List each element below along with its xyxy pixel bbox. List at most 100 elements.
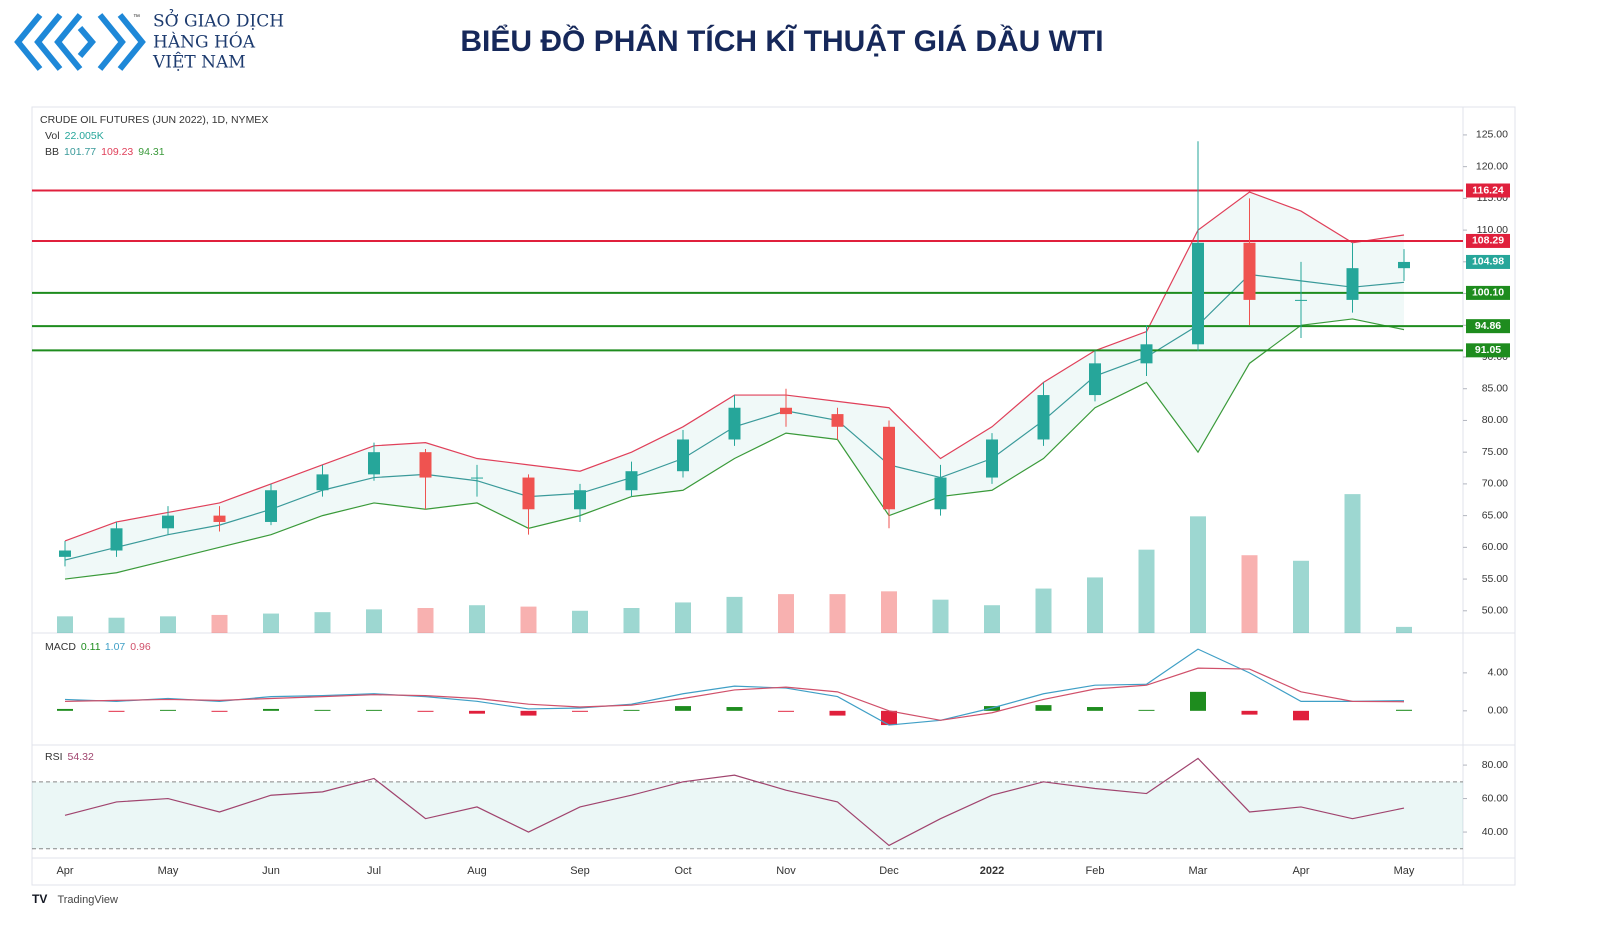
candle-body: [1037, 395, 1050, 440]
legend-item: Vol: [45, 130, 60, 142]
candle-body: [1398, 261, 1410, 269]
candle-body: [265, 490, 277, 522]
candle-body: [780, 407, 792, 415]
volume-bar: [366, 609, 382, 633]
level-tag: [1466, 233, 1510, 248]
macd-histogram: [726, 707, 743, 711]
x-tick-label: Oct: [674, 865, 691, 877]
y-tick-label: 80.00: [1482, 759, 1508, 771]
macd-histogram: [417, 710, 434, 712]
macd-line: [64, 648, 1405, 726]
x-tick-label: Jul: [367, 865, 381, 877]
volume-bar: [829, 594, 846, 633]
rsi-line: [64, 757, 1405, 847]
macd-histogram: [263, 708, 279, 711]
bollinger-fill: [65, 192, 1404, 580]
macd-histogram: [1241, 710, 1258, 715]
candle-body: [162, 515, 174, 529]
level-tag: [1466, 343, 1510, 358]
macd-histogram: [675, 706, 691, 711]
price-label: 104.98: [1472, 256, 1504, 268]
candle-body: [471, 477, 483, 479]
candle-body: [1089, 363, 1101, 396]
candle-body: [213, 515, 226, 522]
rsi-band: [32, 781, 1463, 849]
logo-icon: [14, 13, 146, 71]
macd-histogram: [572, 710, 588, 712]
candle-body: [883, 426, 895, 510]
y-tick-label: 125.00: [1476, 129, 1508, 141]
candle-body: [677, 439, 689, 472]
volume-bar: [469, 605, 485, 633]
macd-histogram: [314, 709, 331, 711]
x-tick-label: Dec: [879, 865, 899, 877]
level-label: 116.24: [1472, 184, 1504, 196]
candle-body: [934, 477, 947, 510]
x-tick-label: 2022: [980, 865, 1004, 877]
y-tick-label: 65.00: [1482, 509, 1508, 521]
macd-histogram: [1396, 709, 1412, 711]
volume-bar: [263, 613, 279, 633]
candle-body: [574, 490, 586, 510]
level-tag: [1466, 183, 1510, 198]
volume-bar: [623, 608, 640, 633]
level-tag: [1466, 319, 1510, 334]
macd-histogram: [211, 710, 228, 712]
candle-body: [59, 550, 71, 557]
logo-line: HÀNG HÓA: [153, 32, 256, 53]
y-tick-label: 120.00: [1476, 160, 1508, 172]
page-title: BIỂU ĐỒ PHÂN TÍCH KĨ THUẬT GIÁ DẦU WTI: [460, 24, 1103, 58]
legend-item: 109.23: [101, 146, 133, 158]
macd-histogram: [108, 710, 125, 712]
macd-histogram: [469, 710, 485, 714]
candle-body: [110, 528, 123, 551]
bollinger-lower: [64, 318, 1405, 580]
legend-item: 22.005K: [65, 130, 104, 142]
candle-body: [1192, 242, 1204, 345]
level-label: 100.10: [1472, 287, 1504, 299]
volume-bar: [932, 599, 949, 633]
macd-histogram: [366, 709, 382, 711]
candle-body: [1346, 268, 1359, 300]
volume-bar: [520, 606, 537, 633]
y-tick-label: 75.00: [1482, 446, 1508, 458]
volume-bar: [160, 616, 176, 633]
macd-histogram: [778, 710, 794, 712]
y-tick-label: 80.00: [1482, 414, 1508, 426]
chart-title: CRUDE OIL FUTURES (JUN 2022), 1D, NYMEX: [40, 114, 268, 126]
volume-bar: [1087, 577, 1103, 633]
macd-histogram: [1087, 707, 1103, 711]
candle-body: [1140, 344, 1153, 364]
footer: TradingView: [57, 894, 118, 906]
candle-body: [831, 414, 844, 427]
legend: Vol 22.005K: [45, 130, 104, 142]
x-tick-label: Sep: [570, 865, 590, 877]
volume-bar: [726, 596, 743, 633]
price-tag: [1466, 254, 1510, 269]
macd-histogram: [1190, 691, 1206, 711]
candle-body: [1295, 299, 1307, 301]
logo-line: SỞ GIAO DỊCH: [153, 9, 284, 32]
y-tick-label: 60.00: [1482, 541, 1508, 553]
x-tick-label: Apr: [56, 865, 73, 877]
logo-mark: ™: [133, 14, 140, 21]
legend-item: 0.11: [81, 641, 101, 653]
macd-histogram: [1293, 710, 1309, 721]
candle-body: [986, 439, 998, 478]
y-tick-label: 70.00: [1482, 478, 1508, 490]
macd-histogram: [57, 708, 73, 711]
macd-histogram: [160, 709, 176, 711]
candle-body: [316, 474, 329, 491]
volume-bar: [1293, 560, 1309, 633]
macd-histogram: [1138, 709, 1155, 711]
x-tick-label: May: [158, 865, 179, 877]
macd-histogram: [1035, 705, 1052, 711]
legend-item: 1.07: [105, 641, 126, 653]
volume-bar: [675, 602, 691, 633]
level-tag: [1466, 285, 1510, 300]
legend-item: 0.96: [130, 641, 151, 653]
legend-item: MACD: [45, 641, 76, 653]
volume-bar: [1138, 549, 1155, 633]
